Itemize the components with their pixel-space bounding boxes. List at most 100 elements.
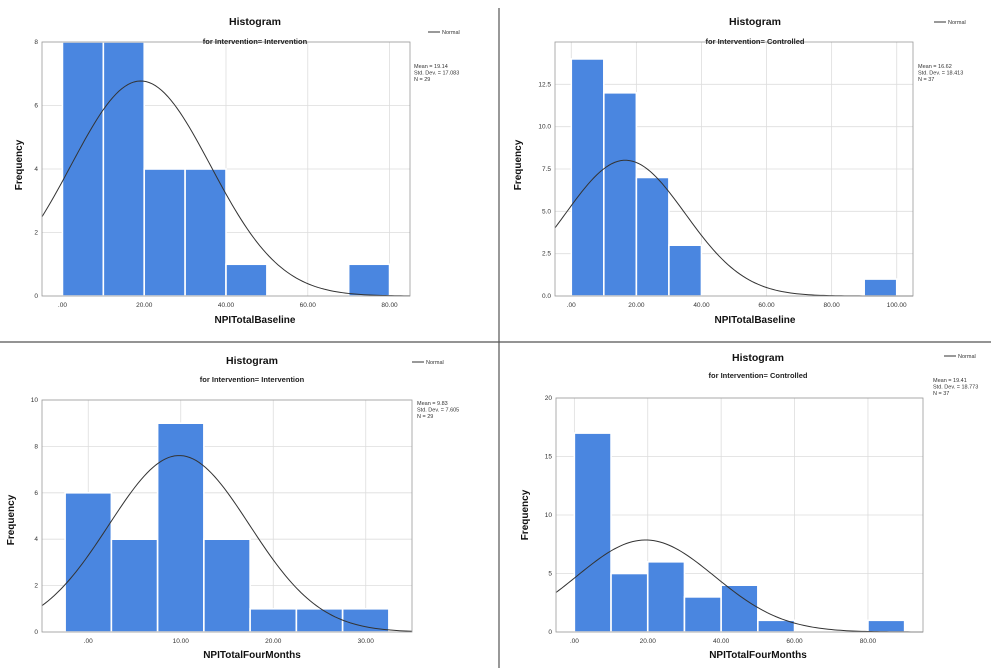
chart-2-bar-3 [668, 244, 703, 297]
chart-4-stat-0: Mean = 19.41 [933, 378, 967, 384]
chart-3-ytick-label-5: 10 [31, 397, 39, 404]
chart-1-ytick-label-3: 6 [34, 103, 38, 110]
chart-1-xtick-label-2: 40.00 [218, 302, 235, 309]
chart-1-legend-label: Normal [442, 30, 460, 36]
chart-2-ytick-label-0: 0.0 [542, 293, 551, 300]
chart-1-title: Histogram [229, 16, 281, 28]
chart-3-xtick-label-0: .00 [84, 638, 93, 645]
chart-2-xtick-label-0: .00 [567, 302, 576, 309]
chart-4-stat-2: N = 37 [933, 391, 949, 397]
chart-4-bar-5 [757, 619, 796, 633]
chart-3-bar-2 [156, 422, 205, 633]
chart-3-plot-frame [41, 399, 413, 633]
chart-2-xtick-label-2: 40.00 [693, 302, 710, 309]
chart-3-bar-3 [203, 538, 251, 633]
chart-3-ytick-label-1: 2 [34, 583, 38, 590]
chart-1-subtitle: for Intervention= Intervention [203, 37, 308, 46]
chart-3-stat-2: N = 29 [417, 414, 433, 420]
chart-4-ytick-label-0: 0 [548, 629, 552, 636]
chart-4-bar-1 [610, 572, 649, 633]
chart-1-bar-3 [184, 168, 227, 297]
chart-3-normal-curve [41, 455, 413, 632]
chart-4-normal-curve [555, 539, 923, 633]
chart-4-title: Histogram [732, 352, 784, 364]
chart-3-ytick-label-3: 6 [34, 490, 38, 497]
chart-2-ytick-label-5: 12.5 [538, 81, 551, 88]
chart-1-ytick-label-2: 4 [34, 166, 38, 173]
chart-2-xtick-label-1: 20.00 [628, 302, 645, 309]
chart-4-bar-4 [720, 584, 759, 633]
chart-2-title: Histogram [729, 16, 781, 28]
chart-1-ytick-label-4: 8 [34, 39, 38, 46]
chart-2-y-axis-label: Frequency [513, 139, 524, 190]
chart-3-xtick-label-1: 10.00 [173, 638, 190, 645]
chart-1-ytick-label-1: 2 [34, 230, 38, 237]
chart-4-xtick-label-1: 20.00 [640, 638, 657, 645]
chart-3-title: Histogram [226, 355, 278, 367]
chart-3-xtick-label-3: 30.00 [358, 638, 375, 645]
chart-2-plot-frame [554, 41, 914, 297]
chart-1-bar-4 [225, 263, 268, 297]
chart-1-xtick-label-3: 60.00 [300, 302, 317, 309]
chart-3-bar-5 [295, 607, 344, 633]
chart-2-stat-1: Std. Dev. = 18.413 [918, 71, 963, 77]
chart-4-legend-label: Normal [958, 354, 976, 360]
chart-4-stat-1: Std. Dev. = 18.773 [933, 385, 978, 391]
chart-4-xtick-label-3: 60.00 [786, 638, 803, 645]
chart-3-bar-1 [110, 538, 159, 633]
chart-2-ytick-label-3: 7.5 [542, 166, 551, 173]
chart-4-bar-8 [867, 619, 906, 633]
chart-4-bar-3 [683, 596, 722, 633]
chart-2-legend-label: Normal [948, 20, 966, 26]
chart-1-plot-frame [41, 41, 411, 297]
chart-4-bar-2 [646, 560, 686, 633]
chart-1-stat-1: Std. Dev. = 17.083 [414, 71, 459, 77]
chart-2-bar-1 [603, 92, 638, 297]
chart-2-stat-0: Mean = 16.62 [918, 64, 952, 70]
chart-1-x-axis-label: NPITotalBaseline [215, 315, 296, 326]
chart-3-x-axis-label: NPITotalFourMonths [203, 650, 301, 661]
chart-1-stat-0: Mean = 19.14 [414, 64, 448, 70]
chart-4-xtick-label-0: .00 [570, 638, 579, 645]
chart-2-ytick-label-2: 5.0 [542, 208, 551, 215]
chart-2-x-axis-label: NPITotalBaseline [715, 315, 796, 326]
chart-4-ytick-label-3: 15 [545, 454, 553, 461]
chart-4-ytick-label-4: 20 [545, 395, 553, 402]
chart-3-bar-4 [249, 607, 298, 633]
chart-1-normal-curve [41, 80, 411, 297]
chart-1-bar-1 [102, 41, 146, 297]
chart-2-ytick-label-1: 2.5 [542, 251, 551, 258]
chart-3-stat-0: Mean = 9.83 [417, 401, 448, 407]
chart-3-ytick-label-4: 8 [34, 443, 38, 450]
chart-4-y-axis-label: Frequency [520, 489, 531, 540]
chart-1-stat-2: N = 29 [414, 77, 430, 83]
chart-4-x-axis-label: NPITotalFourMonths [709, 650, 807, 661]
chart-3-bar-6 [341, 607, 390, 633]
chart-1-y-axis-label: Frequency [14, 139, 25, 190]
chart-3-y-axis-label: Frequency [6, 494, 17, 545]
chart-2-bar-0 [570, 58, 605, 297]
chart-3-ytick-label-0: 0 [34, 629, 38, 636]
chart-2-xtick-label-4: 80.00 [823, 302, 840, 309]
chart-1-xtick-label-1: 20.00 [136, 302, 153, 309]
chart-1-bar-7 [347, 263, 391, 297]
chart-4-ytick-label-2: 10 [545, 512, 553, 519]
chart-2-bar-2 [635, 176, 670, 297]
chart-1-xtick-label-0: .00 [58, 302, 67, 309]
chart-2-ytick-label-4: 10.0 [538, 124, 551, 131]
chart-4-ytick-label-1: 5 [548, 571, 552, 578]
chart-4-xtick-label-2: 40.00 [713, 638, 730, 645]
chart-2-subtitle: for Intervention= Controlled [706, 37, 805, 46]
chart-1-xtick-label-4: 80.00 [381, 302, 398, 309]
chart-4-xtick-label-4: 80.00 [860, 638, 877, 645]
chart-3-subtitle: for Intervention= Intervention [200, 375, 305, 384]
chart-4-bar-0 [573, 432, 612, 633]
chart-1-bar-2 [143, 168, 186, 297]
chart-2-stat-2: N = 37 [918, 77, 934, 83]
chart-3-stat-1: Std. Dev. = 7.605 [417, 408, 459, 414]
chart-2-xtick-label-5: 100.00 [887, 302, 907, 309]
chart-2-bar-9 [863, 278, 898, 297]
chart-3-xtick-label-2: 20.00 [265, 638, 282, 645]
chart-2-xtick-label-3: 60.00 [758, 302, 775, 309]
